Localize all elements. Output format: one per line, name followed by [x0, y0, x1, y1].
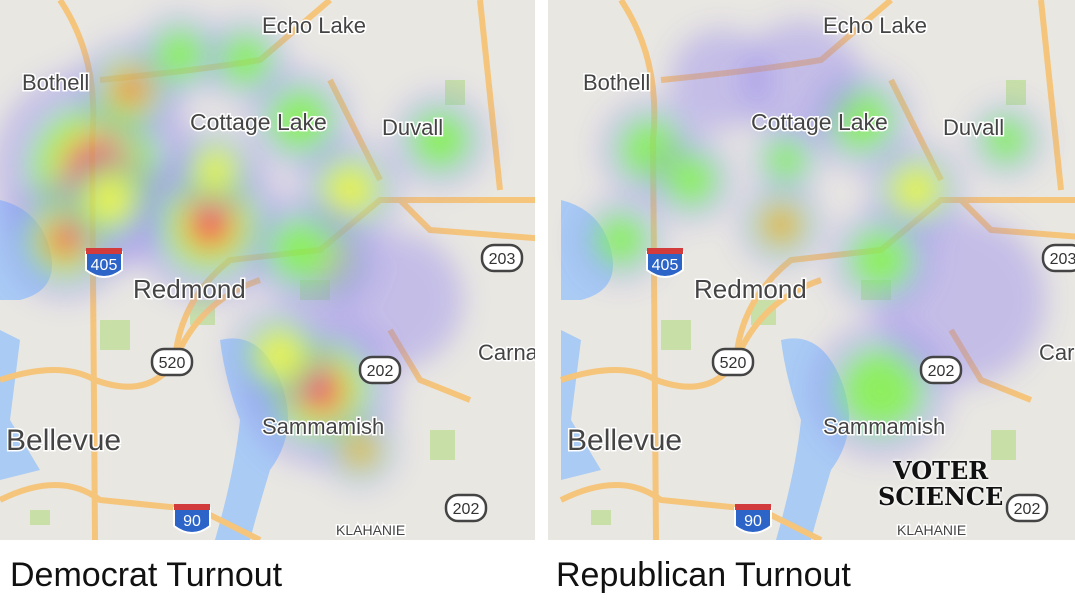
- heat-spot-low: [741, 20, 861, 140]
- heat-spot-yellow: [896, 170, 936, 210]
- place-label: Duvall: [382, 115, 443, 140]
- place-label: Redmond: [133, 274, 246, 304]
- water: [561, 330, 601, 480]
- heatmap-layer: [578, 20, 1046, 458]
- logo-line-2: SCIENCE: [878, 482, 1004, 511]
- road: [1038, 0, 1064, 191]
- place-label: Sammamish: [823, 414, 945, 439]
- road: [733, 277, 822, 362]
- road: [560, 197, 1075, 390]
- svg-text:203: 203: [1050, 251, 1075, 268]
- park: [100, 320, 130, 350]
- state-route-shield: 202: [919, 355, 963, 385]
- heatmap-layer: [0, 12, 488, 488]
- place-label: Bothell: [583, 70, 650, 95]
- heat-spot-mid: [218, 33, 272, 87]
- place-label: Echo Lake: [262, 13, 366, 38]
- place-label: Sammamish: [262, 414, 384, 439]
- svg-text:520: 520: [720, 355, 747, 372]
- heat-spot-high: [347, 437, 373, 463]
- park: [430, 430, 455, 460]
- place-label: Cottage Lake: [190, 109, 327, 135]
- svg-text:202: 202: [453, 501, 480, 518]
- heat-spot-mid: [594, 213, 648, 267]
- heat-spot-mid: [268, 88, 332, 152]
- heat-spot-mid: [410, 110, 470, 170]
- heat-spot-mid: [849, 228, 913, 292]
- state-route-shield: 520: [150, 347, 194, 377]
- svg-text:405: 405: [91, 257, 118, 274]
- democrat-map[interactable]: Echo Lake Bothell Cottage Lake Duvall Redmon…: [0, 0, 535, 540]
- interstate-shield: 90: [173, 504, 211, 534]
- place-label: Bellevue: [6, 424, 121, 457]
- svg-text:520: 520: [159, 355, 186, 372]
- state-route-shield: 202: [444, 493, 488, 523]
- place-label: Redmond: [694, 274, 807, 304]
- heat-spot-mid: [153, 28, 207, 82]
- heat-spot-yellow: [197, 152, 233, 188]
- heat-spot-yellow: [89, 179, 131, 221]
- democrat-caption: Democrat Turnout: [10, 556, 283, 594]
- road: [477, 0, 503, 191]
- svg-text:203: 203: [489, 251, 516, 268]
- republican-map[interactable]: Echo Lake Bothell Cottage Lake Duvall Redmon…: [548, 0, 1075, 540]
- road: [0, 482, 262, 540]
- svg-text:202: 202: [367, 363, 394, 380]
- place-label: Cottage Lake: [751, 109, 888, 135]
- water: [0, 330, 40, 480]
- heat-spot-mid: [839, 348, 923, 432]
- state-route-shield: 202: [358, 355, 402, 385]
- state-route-shield: 202: [1005, 493, 1049, 523]
- heat-spot-high: [185, 200, 235, 250]
- place-label: Echo Lake: [823, 13, 927, 38]
- place-label: Duvall: [943, 115, 1004, 140]
- park: [661, 320, 691, 350]
- map-canvas[interactable]: Echo Lake Bothell Cottage Lake Duvall Redmon…: [548, 0, 1075, 540]
- heat-spot-mid: [664, 153, 718, 207]
- heat-spot-mid: [268, 218, 332, 282]
- place-label: Bothell: [22, 70, 89, 95]
- place-label: Carna: [478, 340, 535, 365]
- heat-spot-low: [327, 232, 463, 368]
- svg-text:202: 202: [928, 363, 955, 380]
- park: [1006, 80, 1026, 105]
- interstate-shield: 405: [85, 248, 123, 278]
- svg-text:202: 202: [1014, 501, 1041, 518]
- place-label: KLAHANIE: [897, 522, 966, 538]
- svg-text:405: 405: [652, 257, 679, 274]
- heat-spot-mid: [765, 139, 807, 181]
- park: [591, 510, 611, 525]
- place-label: Bellevue: [567, 424, 682, 457]
- heat-spot-high: [113, 73, 147, 107]
- road: [559, 482, 823, 540]
- svg-text:90: 90: [744, 513, 762, 530]
- logo-line-1: VOTER: [893, 456, 989, 485]
- state-route-shield: 203: [480, 243, 524, 273]
- map-canvas[interactable]: Echo Lake Bothell Cottage Lake Duvall Redmon…: [0, 0, 535, 540]
- park: [30, 510, 50, 525]
- park: [991, 430, 1016, 460]
- place-label: KLAHANIE: [336, 522, 405, 538]
- state-route-shield: 520: [711, 347, 755, 377]
- road: [397, 197, 535, 242]
- heat-spot-yellow: [329, 169, 371, 211]
- heat-spot-low: [670, 29, 772, 131]
- heat-spot-yellow: [259, 334, 301, 376]
- state-route-shield: 203: [1041, 243, 1075, 273]
- interstate-shield: 90: [734, 504, 772, 534]
- heat-spot-high: [767, 211, 795, 239]
- voter-science-logo: VOTER SCIENCE: [878, 458, 1003, 510]
- heat-spot-mid: [982, 116, 1030, 164]
- place-label: Carna: [1039, 340, 1075, 365]
- interstate-shield: 405: [646, 248, 684, 278]
- republican-caption: Republican Turnout: [556, 556, 851, 594]
- svg-text:90: 90: [183, 513, 201, 530]
